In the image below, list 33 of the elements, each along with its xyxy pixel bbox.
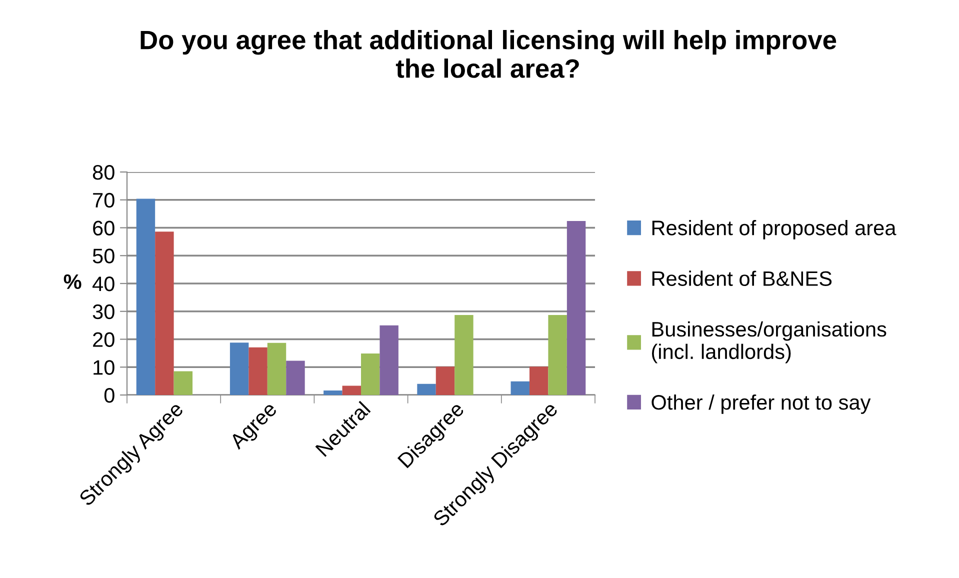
- bar: [510, 381, 530, 395]
- legend-label: Businesses/organisations (incl. landlords): [652, 321, 886, 364]
- bar: [417, 384, 436, 395]
- bar: [454, 315, 474, 395]
- bar: [342, 386, 361, 395]
- chart-title: Do you agree that additional licensing will help improve the local area?: [140, 30, 836, 78]
- y-axis-title: %: [64, 274, 82, 290]
- y-tick-label: 50: [92, 248, 114, 264]
- bar: [136, 198, 156, 395]
- y-tick-label: 0: [104, 388, 114, 403]
- bar: [361, 353, 380, 395]
- legend-label: Other / prefer not to say: [652, 394, 871, 414]
- legend-label: Resident of B&NES: [652, 270, 832, 286]
- y-tick-label: 70: [93, 192, 114, 208]
- bar: [230, 342, 249, 395]
- bar: [267, 342, 286, 395]
- bar: [286, 360, 305, 395]
- bar: [380, 325, 398, 395]
- y-tick-label: 30: [92, 304, 114, 320]
- y-tick-label: 60: [93, 220, 114, 236]
- bar: [248, 347, 268, 395]
- y-tick-label: 80: [92, 165, 114, 180]
- bar: [324, 390, 342, 395]
- bar: [548, 315, 567, 395]
- legend-label: Resident of proposed area: [652, 220, 896, 240]
- bar: [566, 221, 586, 395]
- y-tick-label: 20: [93, 332, 114, 348]
- y-tick-label: 40: [92, 276, 114, 292]
- bar: [155, 232, 174, 395]
- bar: [529, 366, 548, 395]
- bar: [174, 371, 193, 395]
- bar: [436, 366, 455, 395]
- y-tick-label: 10: [94, 360, 114, 375]
